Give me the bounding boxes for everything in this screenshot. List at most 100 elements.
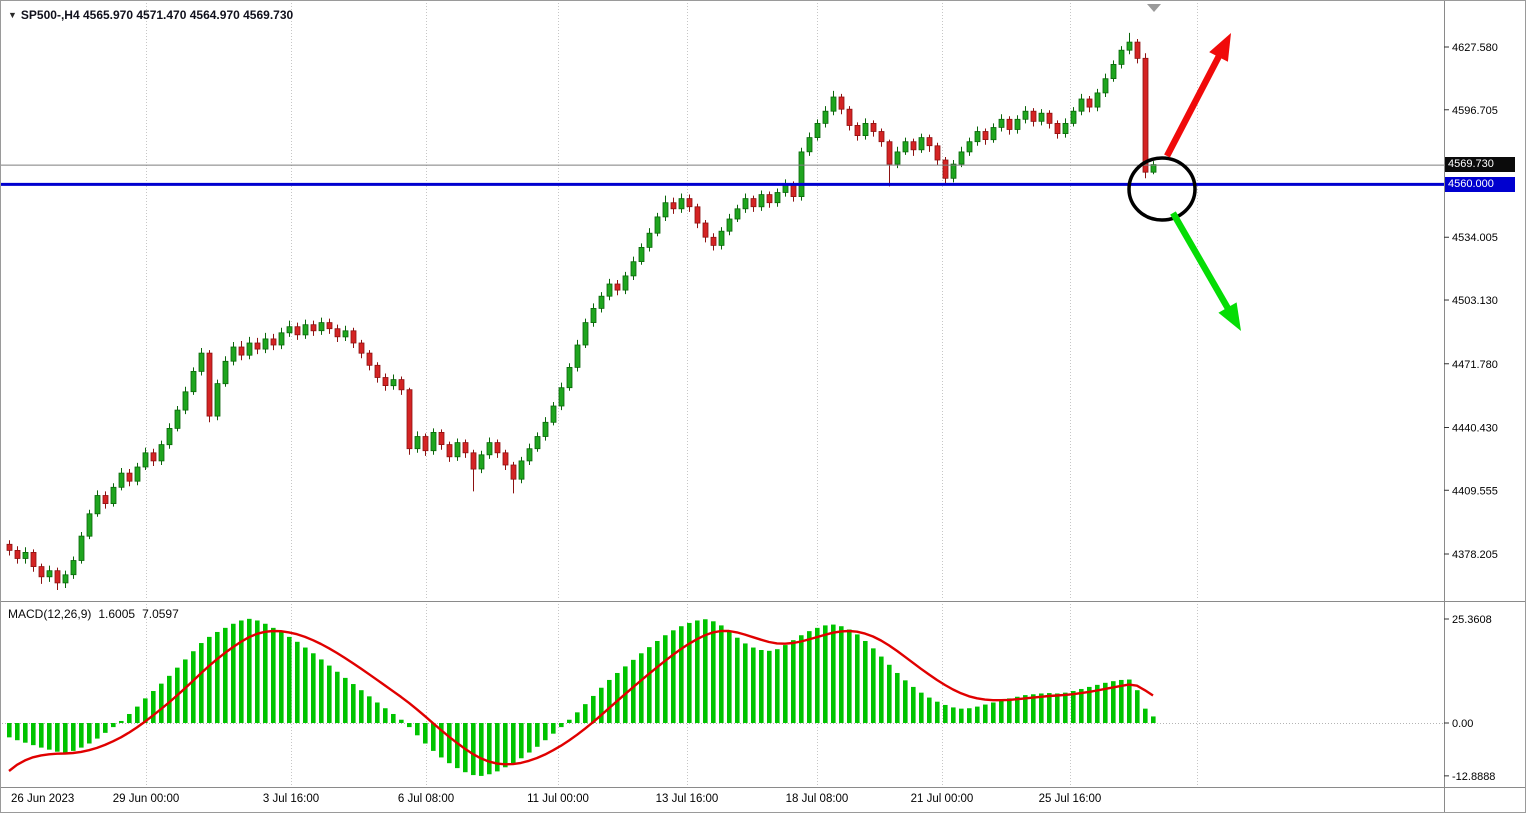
bull-candle	[78, 535, 85, 561]
macd-bar	[7, 723, 12, 738]
bull-candle	[302, 324, 309, 336]
bear-candle	[1030, 110, 1037, 122]
macd-bar	[151, 691, 156, 723]
bearish-scenario-arrow[interactable]	[1170, 211, 1241, 331]
bull-candle	[734, 208, 741, 220]
bear-candle	[366, 352, 373, 366]
macd-bar	[799, 635, 804, 723]
bear-candle	[374, 364, 381, 378]
macd-bar	[487, 723, 492, 775]
macd-bar	[319, 659, 324, 723]
bull-candle	[662, 202, 669, 218]
macd-bar	[839, 626, 844, 723]
bull-candle	[142, 452, 149, 468]
macd-bar	[1063, 692, 1068, 723]
bull-candle	[718, 230, 725, 246]
bear-candle	[1046, 112, 1053, 124]
bull-candle	[950, 163, 957, 179]
macd-bar	[535, 723, 540, 747]
bull-candle	[430, 431, 437, 452]
macd-bar	[655, 640, 660, 723]
hline-price-badge: 4560.000	[1445, 177, 1515, 192]
macd-bar	[303, 647, 308, 723]
macd-bar	[375, 702, 380, 723]
macd-bar	[383, 708, 388, 723]
highlight-circle[interactable]	[1127, 156, 1197, 222]
collapse-triangle-icon[interactable]: ▼	[8, 10, 17, 20]
bull-candle	[582, 322, 589, 346]
macd-bar	[847, 629, 852, 723]
macd-bar	[1047, 693, 1052, 723]
bull-candle	[166, 427, 173, 446]
bull-candle	[222, 360, 229, 385]
macd-axis-label: 25.3608	[1452, 614, 1492, 626]
macd-name-text: MACD(12,26,9)	[8, 607, 92, 621]
macd-bar	[207, 636, 212, 723]
macd-bar	[719, 625, 724, 723]
macd-bar	[399, 719, 404, 723]
macd-bar	[871, 648, 876, 723]
bear-candle	[942, 159, 949, 179]
time-axis-label: 13 Jul 16:00	[655, 793, 719, 805]
macd-bar	[127, 713, 132, 723]
macd-bar	[311, 653, 316, 723]
bull-candle	[1062, 123, 1069, 135]
time-axis[interactable]: 26 Jun 2023 29 Jun 00:00 3 Jul 16:00 6 Jul …	[1, 788, 1444, 812]
macd-bar	[647, 647, 652, 723]
bull-candle	[62, 574, 69, 584]
macd-axis-label: 0.00	[1452, 718, 1473, 730]
bull-candle	[998, 118, 1005, 128]
bull-candle	[862, 123, 869, 137]
macd-bar	[263, 623, 268, 723]
macd-bar	[287, 636, 292, 723]
macd-bar	[407, 723, 412, 728]
bear-candle	[422, 436, 429, 452]
bull-candle	[486, 442, 493, 456]
bull-candle	[214, 383, 221, 417]
bullish-scenario-arrow[interactable]	[1164, 33, 1231, 158]
macd-bar	[495, 723, 500, 772]
macd-axis[interactable]: 25.3608 0.00 -12.8888	[1444, 614, 1495, 783]
macd-bar	[911, 686, 916, 723]
macd-bar	[631, 659, 636, 723]
macd-bar	[1055, 693, 1060, 723]
macd-bar	[831, 624, 836, 723]
bull-candle	[1110, 64, 1117, 80]
price-axis[interactable]: 4627.580 4596.705 4534.005 4503.130 4471.780…	[1444, 42, 1498, 561]
bull-candle	[1150, 164, 1157, 173]
bull-candle	[86, 513, 93, 537]
bear-candle	[710, 236, 717, 246]
bull-candle	[1038, 112, 1045, 122]
macd-bar	[511, 723, 516, 764]
macd-bar	[335, 671, 340, 723]
macd-bar	[983, 704, 988, 723]
time-axis-label: 25 Jul 16:00	[1038, 793, 1102, 805]
bull-candle	[246, 342, 253, 356]
bear-candle	[150, 452, 157, 462]
macd-bar	[671, 630, 676, 723]
bear-candle	[838, 96, 845, 110]
macd-bar	[367, 696, 372, 723]
bull-candle	[46, 570, 53, 578]
bear-candle	[310, 324, 317, 332]
macd-bar	[615, 672, 620, 723]
macd-bar	[71, 723, 76, 751]
macd-bar	[415, 723, 420, 736]
macd-bar	[1039, 693, 1044, 723]
bear-candle	[294, 326, 301, 336]
bear-candle	[790, 183, 797, 197]
macd-bar	[343, 677, 348, 723]
macd-bar	[575, 712, 580, 723]
price-axis-label: 4440.430	[1452, 422, 1498, 434]
bear-candle	[38, 566, 45, 578]
macd-bar	[359, 690, 364, 723]
chart-shift-marker-icon[interactable]	[1147, 4, 1161, 12]
macd-bar	[783, 645, 788, 723]
macd-bar	[15, 723, 20, 741]
bull-candle	[806, 137, 813, 153]
bull-candle	[70, 560, 77, 576]
macd-bar	[1103, 682, 1108, 723]
bull-candle	[622, 275, 629, 291]
bull-candle	[678, 198, 685, 210]
